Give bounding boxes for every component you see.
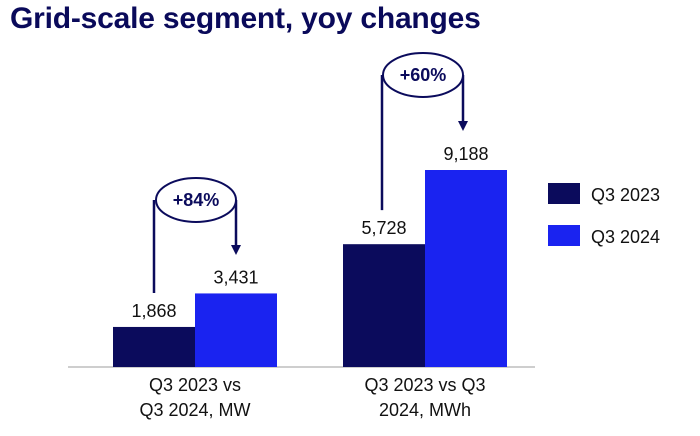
bar-q3-2023-group-2 bbox=[343, 244, 425, 367]
legend-label: Q3 2024 bbox=[591, 227, 660, 247]
bar-q3-2024-group-2 bbox=[425, 170, 507, 367]
yoy-change-label: +60% bbox=[400, 65, 447, 85]
yoy-bubble bbox=[382, 52, 464, 98]
data-label: 5,728 bbox=[361, 218, 406, 238]
yoy-bubble bbox=[155, 177, 237, 223]
bar-q3-2023-group-1 bbox=[113, 326, 195, 367]
data-label: 9,188 bbox=[443, 144, 488, 164]
category-label: Q3 2023 vs bbox=[149, 375, 241, 395]
yoy-change-label: +84% bbox=[173, 190, 220, 210]
data-label: 1,868 bbox=[131, 301, 176, 321]
legend-swatch-q3-2024 bbox=[548, 225, 580, 246]
legend-label: Q3 2023 bbox=[591, 185, 660, 205]
category-label: 2024, MWh bbox=[379, 400, 471, 420]
legend-swatch-q3-2023 bbox=[548, 183, 580, 204]
category-label: Q3 2024, MW bbox=[139, 400, 250, 420]
bar-q3-2024-group-1 bbox=[195, 293, 277, 367]
chart-title: Grid-scale segment, yoy changes bbox=[10, 2, 481, 35]
data-label: 3,431 bbox=[213, 267, 258, 287]
category-label: Q3 2023 vs Q3 bbox=[364, 375, 485, 395]
